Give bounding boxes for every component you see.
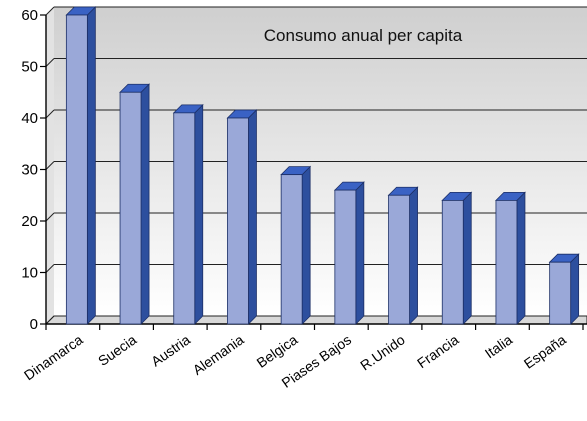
bar [334, 189, 357, 325]
bar [495, 199, 518, 325]
bar-francia [441, 191, 473, 325]
y-tick-label: 0 [30, 316, 38, 333]
bar-side [248, 109, 257, 325]
y-tick-label: 30 [21, 162, 38, 179]
y-tick-label: 50 [21, 59, 38, 76]
chart-title: Consumo anual per capita [264, 26, 463, 45]
x-tick-label: Francia [414, 331, 462, 371]
x-tick-label: España [521, 331, 569, 371]
gridline-depth [45, 212, 55, 222]
bar [280, 174, 303, 325]
bar [388, 194, 410, 325]
x-tick-label: Italia [482, 331, 516, 361]
bar-piases-bajos [333, 181, 365, 325]
x-tick-label: R.Unido [357, 331, 408, 373]
bar-side [516, 191, 526, 325]
bar [549, 261, 572, 325]
bar-belgica [280, 165, 312, 325]
bar [227, 117, 249, 325]
x-tick-label: Dinamarca [21, 331, 86, 383]
gridline-depth [45, 109, 55, 119]
y-tick-label: 10 [21, 265, 38, 282]
bar-side [301, 165, 311, 325]
bar-side [570, 253, 580, 325]
bar-espa-a [548, 253, 580, 325]
gridline-depth [45, 264, 55, 273]
bar-side [462, 191, 472, 325]
x-tick-label: Suecia [95, 331, 139, 369]
bar [441, 199, 464, 325]
bar [65, 14, 88, 325]
x-tick-label: Belgica [254, 331, 301, 371]
bar [173, 112, 196, 325]
gridline-depth [45, 315, 55, 325]
bar-suecia [119, 83, 151, 325]
gridline-depth [45, 58, 55, 67]
bar-alemania [226, 109, 258, 325]
bar-side [355, 181, 365, 325]
gridline-depth [45, 161, 55, 170]
x-tick-label: Austria [148, 331, 193, 369]
y-tick-labels: 0 10 20 30 40 50 60 [21, 7, 38, 333]
bar-r-unido [387, 186, 419, 325]
bar-dinamarca [65, 6, 97, 325]
bar-side [86, 6, 96, 325]
bars [65, 6, 580, 325]
y-tick-label: 40 [21, 110, 38, 127]
bar-side [409, 186, 418, 325]
y-tick-label: 20 [21, 213, 38, 230]
bar [119, 91, 142, 325]
bar-side [194, 103, 204, 325]
bar-austria [172, 103, 204, 325]
x-tick-label: Alemania [190, 331, 247, 378]
bar-side [140, 83, 150, 325]
bar-italia [494, 191, 526, 325]
y-tick-label: 60 [21, 7, 38, 24]
gridline-depth [45, 6, 55, 16]
